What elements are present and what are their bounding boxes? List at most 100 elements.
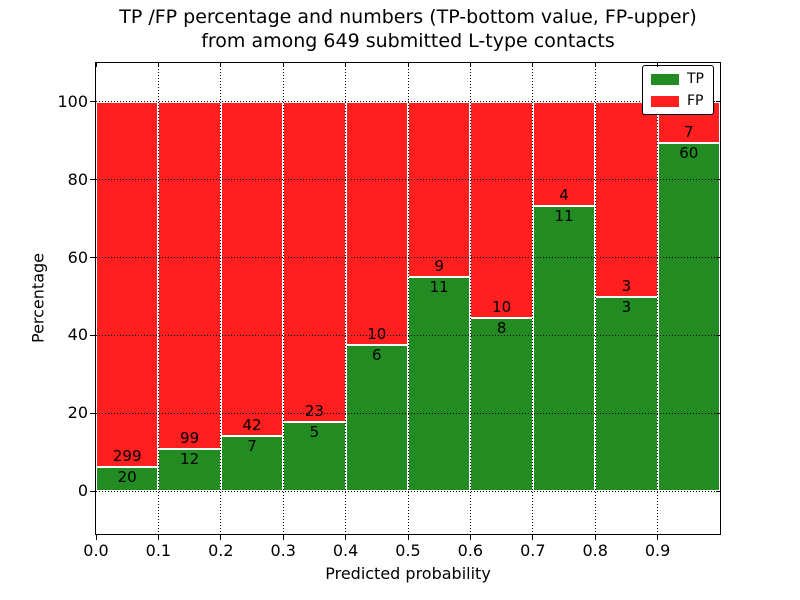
x-tick-mark [282, 535, 284, 540]
tp-count-label: 7 [247, 436, 257, 455]
y-tick-mark [90, 334, 95, 336]
x-gridline [594, 63, 596, 534]
fp-count-label: 10 [492, 298, 512, 317]
fp-count-label: 9 [434, 257, 444, 276]
tp-count-label: 20 [117, 467, 137, 486]
legend-entry-fp: FP [651, 94, 704, 108]
x-tick-mark [95, 535, 97, 540]
y-tick-label: 20 [67, 403, 88, 423]
x-tick-mark [469, 535, 471, 540]
tp-count-label: 60 [679, 143, 699, 162]
x-tick-label: 0.2 [208, 541, 234, 560]
y-tick-label: 60 [67, 247, 88, 267]
fp-count-label: 42 [242, 415, 262, 434]
x-gridline [657, 63, 659, 534]
fp-count-label: 99 [180, 429, 200, 448]
x-tick-label: 0.7 [520, 541, 546, 560]
tp-bar-segment [657, 142, 720, 492]
x-top-tick-mark [469, 63, 471, 67]
tp-color-swatch [651, 73, 679, 85]
x-top-tick-mark [282, 63, 284, 67]
legend-entry-tp: TP [651, 72, 704, 86]
y-right-tick-mark [716, 334, 720, 336]
tp-bar-segment [158, 449, 221, 492]
fp-count-label: 10 [367, 325, 387, 344]
y-tick-label: 100 [57, 91, 88, 111]
x-top-tick-mark [220, 63, 222, 67]
fp-count-label: 299 [112, 446, 142, 465]
x-tick-label: 0.9 [644, 541, 671, 560]
chart-title-line2: from among 649 submitted L-type contacts [201, 30, 615, 52]
tp-count-label: 8 [496, 319, 507, 338]
y-right-tick-mark [716, 490, 720, 492]
fp-bar-segment [220, 101, 284, 436]
x-tick-mark [532, 535, 534, 540]
fp-bar-segment [345, 101, 408, 346]
tp-count-label: 5 [309, 422, 320, 441]
x-tick-mark [594, 535, 596, 540]
fp-bar-segment [96, 101, 159, 467]
x-tick-mark [407, 535, 409, 540]
y-right-tick-mark [716, 179, 720, 181]
fp-count-label: 7 [684, 122, 694, 141]
tp-bar-segment [283, 421, 346, 492]
x-top-tick-mark [657, 63, 659, 67]
x-gridline [345, 63, 347, 534]
y-tick-label: 80 [67, 169, 88, 189]
y-tick-label: 40 [67, 325, 88, 345]
x-tick-label: 0.8 [582, 541, 608, 560]
tp-count-label: 3 [621, 297, 632, 316]
plot-area: 299 20 99 12 42 7 23 5 10 6 9 11 10 8 4 11 3 3 7 60 TP FP [95, 62, 721, 535]
legend-label-fp: FP [687, 93, 704, 109]
legend: TP FP [642, 65, 714, 115]
tp-bar-segment [470, 318, 533, 492]
x-top-tick-mark [345, 63, 347, 67]
tp-count-label: 11 [429, 278, 449, 297]
x-gridline [282, 63, 284, 534]
y-right-tick-mark [716, 257, 720, 259]
fp-color-swatch [651, 95, 679, 107]
x-tick-label: 0.5 [395, 541, 421, 560]
x-tick-mark [157, 535, 159, 540]
x-tick-label: 0.3 [270, 541, 296, 560]
tp-bar-segment [532, 205, 596, 492]
tp-count-label: 6 [372, 346, 382, 365]
x-gridline [157, 63, 159, 534]
tp-bar-segment [96, 466, 159, 492]
x-gridline [532, 63, 534, 534]
fp-bar-segment [283, 101, 346, 422]
y-tick-label: 0 [77, 481, 88, 501]
x-tick-label: 0.0 [83, 541, 109, 560]
tp-count-label: 11 [554, 206, 574, 225]
y-right-tick-mark [716, 101, 720, 103]
x-gridline [469, 63, 471, 534]
fp-bar-segment [158, 101, 221, 450]
tp-bar-segment [408, 277, 471, 492]
y-tick-mark [90, 101, 95, 103]
fp-bar-segment [470, 101, 533, 319]
tp-bar-segment [345, 345, 408, 492]
y-tick-mark [90, 490, 95, 492]
x-tick-mark [345, 535, 347, 540]
x-top-tick-mark [157, 63, 159, 67]
x-tick-label: 0.1 [145, 541, 172, 560]
y-tick-mark [90, 179, 95, 181]
fp-count-label: 3 [621, 276, 632, 295]
x-gridline [407, 63, 409, 534]
tp-count-label: 12 [180, 450, 200, 469]
fp-bar-segment [595, 101, 658, 297]
x-top-tick-mark [594, 63, 596, 67]
fp-bar-segment [408, 101, 471, 278]
x-top-tick-mark [407, 63, 409, 67]
y-axis-label: Percentage [28, 252, 48, 344]
x-axis-label: Predicted probability [325, 564, 491, 583]
fp-count-label: 4 [559, 185, 569, 204]
fp-count-label: 23 [304, 401, 324, 420]
x-top-tick-mark [532, 63, 534, 67]
tp-bar-segment [595, 296, 658, 492]
x-tick-label: 0.6 [457, 541, 484, 560]
y-right-tick-mark [716, 412, 720, 414]
x-top-tick-mark [95, 63, 97, 67]
x-tick-mark [657, 535, 659, 540]
